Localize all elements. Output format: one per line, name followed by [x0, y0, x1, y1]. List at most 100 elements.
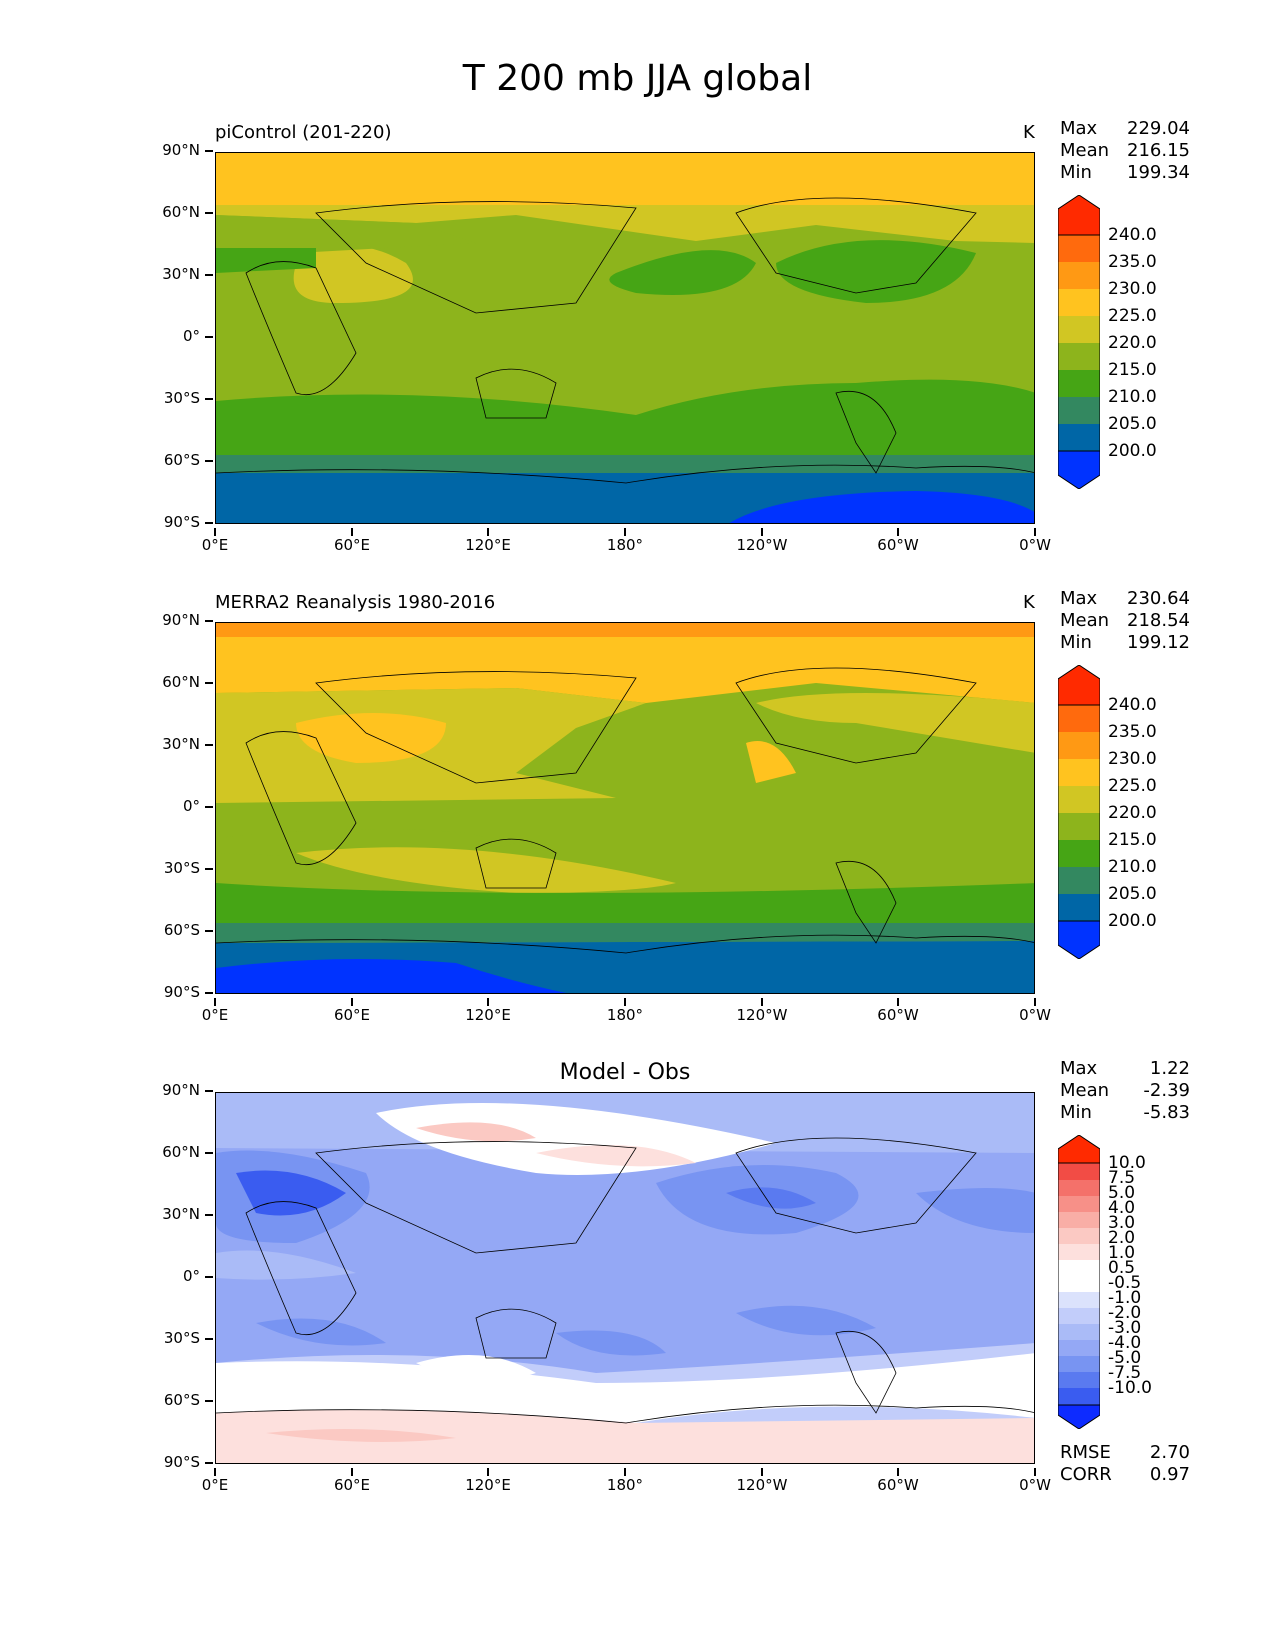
panel-title: Model - Obs	[559, 1060, 691, 1085]
map-field	[216, 623, 1034, 993]
metric-value: 2.70	[1149, 1442, 1190, 1463]
x-tick-label: 0°W	[995, 1468, 1075, 1494]
colorbar-label: -10.0	[1108, 1378, 1152, 1398]
panel-picontrol: piControl (201-220) K Max 229.04 Mean 216.…	[0, 0, 1275, 554]
colorbar-label: 225.0	[1108, 306, 1157, 326]
units-label: K	[1023, 592, 1035, 613]
x-tick-label: 60°W	[858, 998, 938, 1024]
map-area	[215, 622, 1035, 994]
stats-box: Max 229.04 Mean 216.15 Min 199.34	[1060, 118, 1190, 184]
colorbar	[1058, 665, 1100, 959]
colorbar-label: -0.5	[1108, 1273, 1142, 1293]
colorbar-label: 215.0	[1108, 360, 1157, 380]
colorbar-label: -4.0	[1108, 1333, 1142, 1353]
colorbar-label: 220.0	[1108, 333, 1157, 353]
y-tick-label: 60°S	[140, 1391, 213, 1409]
x-tick-label: 120°E	[448, 1468, 528, 1494]
stat-value: 216.15	[1127, 140, 1190, 161]
stat-label: Max	[1060, 118, 1098, 139]
map-area	[215, 1092, 1035, 1464]
y-tick-label: 30°N	[140, 265, 213, 283]
stat-value: -5.83	[1143, 1102, 1190, 1123]
colorbar-label: 230.0	[1108, 749, 1157, 769]
x-tick-label: 60°E	[312, 998, 392, 1024]
colorbar-label: 5.0	[1108, 1183, 1136, 1203]
y-tick-label: 90°S	[140, 1453, 213, 1471]
stat-label: Min	[1060, 162, 1092, 183]
y-tick-label: 30°S	[140, 859, 213, 877]
metric-label: RMSE	[1060, 1442, 1111, 1463]
stat-label: Mean	[1060, 1080, 1110, 1101]
colorbar-label: 1.0	[1108, 1243, 1136, 1263]
x-tick-label: 180°	[585, 528, 665, 554]
x-tick-label: 120°E	[448, 998, 528, 1024]
stat-value: 229.04	[1127, 118, 1190, 139]
y-tick-label: 60°S	[140, 921, 213, 939]
colorbar-label: 240.0	[1108, 225, 1157, 245]
y-tick-label: 30°S	[140, 389, 213, 407]
y-tick-label: 90°N	[140, 141, 213, 159]
stat-value: 199.34	[1127, 162, 1190, 183]
colorbar-label: 220.0	[1108, 803, 1157, 823]
stat-value: 199.12	[1127, 632, 1190, 653]
y-tick-label: 60°N	[140, 673, 213, 691]
stat-value: -2.39	[1143, 1080, 1190, 1101]
colorbar-label: 235.0	[1108, 722, 1157, 742]
colorbar-label: 10.0	[1108, 1153, 1146, 1173]
panel-merra2: MERRA2 Reanalysis 1980-2016 K Max 230.64 …	[0, 470, 1275, 1024]
colorbar-label: 210.0	[1108, 857, 1157, 877]
x-tick-label: 0°E	[175, 528, 255, 554]
y-tick-label: 60°N	[140, 1143, 213, 1161]
map-field	[216, 153, 1034, 523]
metric-label: CORR	[1060, 1464, 1112, 1485]
y-tick-label: 90°N	[140, 1081, 213, 1099]
stat-label: Min	[1060, 632, 1092, 653]
stat-value: 1.22	[1149, 1058, 1190, 1079]
stat-label: Min	[1060, 1102, 1092, 1123]
colorbar-label: 200.0	[1108, 441, 1157, 461]
units-label: K	[1023, 122, 1035, 143]
x-tick-label: 180°	[585, 1468, 665, 1494]
y-tick-label: 0°	[140, 1267, 213, 1285]
colorbar-label: 0.5	[1108, 1258, 1136, 1278]
colorbar-label: 205.0	[1108, 414, 1157, 434]
colorbar-label: 3.0	[1108, 1213, 1136, 1233]
colorbar-label: -2.0	[1108, 1303, 1142, 1323]
colorbar-label: -7.5	[1108, 1363, 1142, 1383]
y-tick-label: 90°S	[140, 983, 213, 1001]
stats-box: Max 1.22 Mean -2.39 Min -5.83	[1060, 1058, 1190, 1124]
colorbar-label: -5.0	[1108, 1348, 1142, 1368]
panel-title: piControl (201-220)	[215, 122, 392, 143]
colorbar-label: 225.0	[1108, 776, 1157, 796]
colorbar-label: 230.0	[1108, 279, 1157, 299]
x-tick-label: 60°E	[312, 528, 392, 554]
x-tick-label: 180°	[585, 998, 665, 1024]
panel-title: MERRA2 Reanalysis 1980-2016	[215, 592, 496, 613]
metric-value: 0.97	[1149, 1464, 1190, 1485]
x-tick-label: 120°W	[722, 528, 802, 554]
x-tick-label: 60°W	[858, 1468, 938, 1494]
y-tick-label: 30°S	[140, 1329, 213, 1347]
map-area	[215, 152, 1035, 524]
colorbar-label: 200.0	[1108, 911, 1157, 931]
stats-box: Max 230.64 Mean 218.54 Min 199.12	[1060, 588, 1190, 654]
colorbar-label: 235.0	[1108, 252, 1157, 272]
colorbar	[1058, 195, 1100, 489]
x-tick-label: 0°E	[175, 998, 255, 1024]
colorbar-label: 215.0	[1108, 830, 1157, 850]
x-tick-label: 60°W	[858, 528, 938, 554]
y-tick-label: 30°N	[140, 1205, 213, 1223]
colorbar-label: -3.0	[1108, 1318, 1142, 1338]
colorbar-label: 205.0	[1108, 884, 1157, 904]
colorbar-label: -1.0	[1108, 1288, 1142, 1308]
metrics-box: RMSE 2.70 CORR 0.97	[1060, 1442, 1190, 1486]
y-tick-label: 0°	[140, 327, 213, 345]
y-tick-label: 0°	[140, 797, 213, 815]
x-tick-label: 0°W	[995, 998, 1075, 1024]
stat-value: 218.54	[1127, 610, 1190, 631]
colorbar-label: 4.0	[1108, 1198, 1136, 1218]
stat-label: Max	[1060, 588, 1098, 609]
x-tick-label: 120°W	[722, 998, 802, 1024]
map-field	[216, 1093, 1034, 1463]
x-tick-label: 0°E	[175, 1468, 255, 1494]
